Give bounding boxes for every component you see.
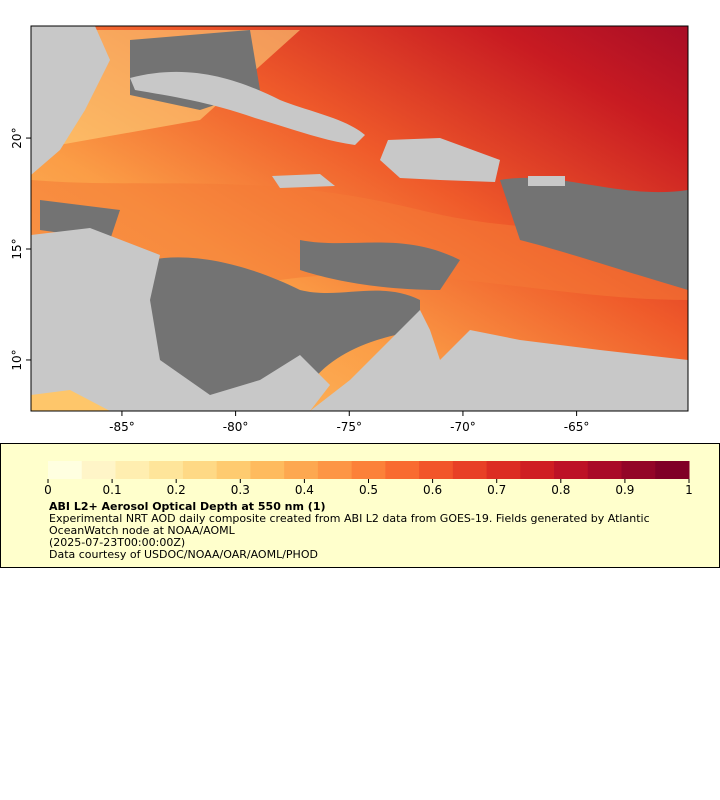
- x-tick-label: -65°: [564, 420, 590, 434]
- x-tick-label: -75°: [336, 420, 362, 434]
- map-frame: [30, 25, 689, 412]
- y-tick-label: 20°: [10, 127, 24, 148]
- colorbar-swatch: [317, 461, 353, 479]
- colorbar-swatch: [216, 461, 251, 479]
- colorbar-swatch: [182, 461, 218, 479]
- colorbar-tick-label: 0.7: [487, 483, 506, 497]
- map: -85° -80° -75° -70° -65° 10° 15° 20°: [10, 25, 689, 434]
- colorbar-tick-label: 0: [44, 483, 52, 497]
- colorbar-swatch: [81, 461, 116, 479]
- colorbar-swatch: [351, 461, 386, 479]
- colorbar-tick-label: 1: [685, 483, 693, 497]
- colorbar-tick-label: 0.6: [423, 483, 442, 497]
- colorbar-tick-label: 0.9: [615, 483, 634, 497]
- colorbar-swatch: [115, 461, 150, 479]
- legend-title: ABI L2+ Aerosol Optical Depth at 550 nm …: [49, 500, 326, 513]
- y-tick-label: 15°: [10, 238, 24, 259]
- colorbar-swatch: [385, 461, 420, 479]
- colorbar-tick-label: 0.1: [103, 483, 122, 497]
- colorbar-swatch: [250, 461, 285, 479]
- x-tick-label: -80°: [223, 420, 249, 434]
- colorbar-tick-label: 0.5: [359, 483, 378, 497]
- colorbar-swatch: [419, 461, 454, 479]
- map-image: [31, 26, 688, 411]
- colorbar-swatch: [486, 461, 521, 479]
- colorbar-swatch: [655, 461, 690, 479]
- colorbar-tick-label: 0.8: [551, 483, 570, 497]
- x-tick-label: -85°: [109, 420, 135, 434]
- colorbar-swatch: [587, 461, 623, 479]
- y-tick-label: 10°: [10, 349, 24, 370]
- legend-description: Experimental NRT AOD daily composite cre…: [49, 512, 650, 537]
- legend-time: (2025-07-23T00:00:00Z): [49, 536, 186, 549]
- legend-credit: Data courtesy of USDOC/NOAA/OAR/AOML/PHO…: [49, 548, 318, 561]
- colorbar-tick-label: 0.4: [295, 483, 314, 497]
- x-tick-label: -70°: [450, 420, 476, 434]
- legend-box: 0 0.1 0.2 0.3 0.4 0.5 0.6 0.7 0.8 0.9 1 ABI L2+ Ae…: [0, 443, 720, 568]
- colorbar-swatch: [554, 461, 589, 479]
- colorbar-swatch: [149, 461, 184, 479]
- colorbar-swatch: [452, 461, 488, 479]
- colorbar: 0 0.1 0.2 0.3 0.4 0.5 0.6 0.7 0.8 0.9 1: [44, 461, 693, 497]
- colorbar-swatch: [520, 461, 555, 479]
- colorbar-swatch: [48, 461, 83, 479]
- colorbar-swatch: [284, 461, 319, 479]
- colorbar-swatch: [621, 461, 656, 479]
- colorbar-tick-label: 0.3: [231, 483, 250, 497]
- colorbar-tick-label: 0.2: [167, 483, 186, 497]
